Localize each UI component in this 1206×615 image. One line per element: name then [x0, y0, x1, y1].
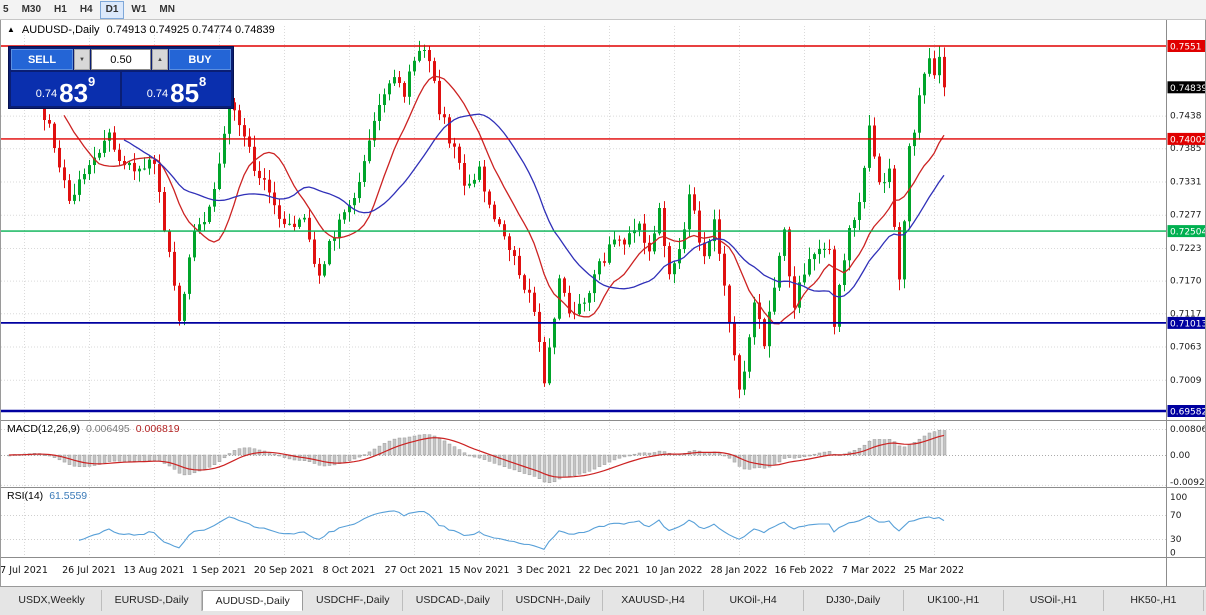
sell-button[interactable]: SELL — [11, 49, 73, 70]
chart-tab-hk50-h1[interactable]: HK50-,H1 — [1104, 590, 1204, 611]
trade-panel-prices: 0.74 83 9 0.74 85 8 — [11, 72, 231, 106]
rsi-line — [78, 510, 945, 550]
chart-symbol-period: AUDUSD-,Daily — [21, 24, 100, 36]
svg-text:0.72504: 0.72504 — [1170, 228, 1206, 238]
svg-text:7 Jul 2021: 7 Jul 2021 — [1, 565, 48, 576]
ma-slow-line — [123, 113, 945, 298]
timeframe-button-w1[interactable]: W1 — [125, 1, 152, 19]
sell-price-prefix: 0.74 — [35, 88, 58, 100]
chart-background — [1, 20, 1205, 586]
svg-text:8 Oct 2021: 8 Oct 2021 — [323, 565, 376, 576]
svg-text:7 Mar 2022: 7 Mar 2022 — [842, 565, 896, 576]
chart-tab-uk100-h1[interactable]: UK100-,H1 — [904, 590, 1004, 611]
svg-text:20 Sep 2021: 20 Sep 2021 — [254, 565, 314, 576]
date-axis-labels: 7 Jul 2021 26 Jul 2021 13 Aug 2021 1 Sep 20… — [1, 565, 964, 576]
chart-tabs-bar: USDX,Weekly EURUSD-,Daily AUDUSD-,Daily USD… — [0, 586, 1206, 615]
chart-tab-usdchf-daily[interactable]: USDCHF-,Daily — [303, 590, 404, 611]
svg-text:0.74839: 0.74839 — [1170, 84, 1206, 94]
rsi-value: 61.5559 — [49, 490, 88, 502]
buy-button[interactable]: BUY — [169, 49, 231, 70]
svg-text:0.7170: 0.7170 — [1170, 277, 1202, 287]
svg-text:0.71013: 0.71013 — [1170, 319, 1206, 329]
chart-title: ▲ AUDUSD-,Daily 0.74913 0.74925 0.74774 … — [7, 24, 275, 36]
chart-tab-usdcnh-daily[interactable]: USDCNH-,Daily — [503, 590, 604, 611]
chart-ohlc-values: 0.74913 0.74925 0.74774 0.74839 — [106, 24, 275, 36]
svg-text:0.7385: 0.7385 — [1170, 144, 1202, 154]
collapse-arrow-icon[interactable]: ▲ — [7, 25, 15, 34]
timeframe-button-d1[interactable]: D1 — [99, 0, 125, 19]
macd-name: MACD(12,26,9) — [7, 423, 80, 435]
svg-text:0.00806: 0.00806 — [1170, 425, 1206, 435]
timeframe-toolbar: 5 M30 H1 H4 D1 W1 MN — [0, 0, 1206, 20]
svg-text:0.74002: 0.74002 — [1170, 135, 1206, 145]
svg-text:0.7438: 0.7438 — [1170, 112, 1202, 122]
trade-panel-controls: SELL ▼ ▲ BUY — [11, 49, 231, 70]
svg-text:3 Dec 2021: 3 Dec 2021 — [517, 565, 572, 576]
svg-text:0.7331: 0.7331 — [1170, 177, 1202, 187]
price-axis-tags: 0.7551 0.74839 0.74002 0.72504 0.71013 0.6958… — [1167, 40, 1206, 418]
svg-text:28 Jan 2022: 28 Jan 2022 — [711, 565, 768, 576]
svg-text:1 Sep 2021: 1 Sep 2021 — [192, 565, 246, 576]
svg-text:0.7117: 0.7117 — [1170, 309, 1202, 319]
svg-text:26 Jul 2021: 26 Jul 2021 — [62, 565, 116, 576]
chart-tab-usdx-weekly[interactable]: USDX,Weekly — [2, 590, 103, 611]
buy-price-prefix: 0.74 — [146, 88, 169, 100]
sell-price-pip: 9 — [88, 74, 96, 89]
buy-price[interactable]: 0.74 85 8 — [122, 72, 231, 106]
chart-window: 0.7438 0.7385 0.7331 0.7277 0.7223 0.7170 0.71… — [0, 20, 1206, 586]
macd-indicator-label: MACD(12,26,9) 0.006495 0.006819 — [7, 423, 180, 435]
timeframe-button-h4[interactable]: H4 — [74, 1, 99, 19]
lot-increase-button[interactable]: ▲ — [152, 49, 168, 70]
svg-text:0.7063: 0.7063 — [1170, 343, 1202, 353]
chart-tab-eurusd-daily[interactable]: EURUSD-,Daily — [102, 590, 203, 611]
sell-price[interactable]: 0.74 83 9 — [11, 72, 120, 106]
macd-main-value: 0.006495 — [85, 423, 130, 435]
timeframe-button-h1[interactable]: H1 — [48, 1, 73, 19]
macd-signal-line — [8, 434, 945, 478]
svg-text:0.7009: 0.7009 — [1170, 376, 1202, 386]
chart-tab-xauusd-h4[interactable]: XAUUSD-,H4 — [603, 590, 704, 611]
svg-text:27 Oct 2021: 27 Oct 2021 — [385, 565, 444, 576]
svg-text:0.7277: 0.7277 — [1170, 211, 1202, 221]
candles — [8, 40, 946, 398]
lot-decrease-button[interactable]: ▼ — [74, 49, 90, 70]
sell-price-big: 83 — [59, 77, 89, 108]
chart-tab-dj30-daily[interactable]: DJ30-,Daily — [804, 590, 904, 611]
svg-text:0.7223: 0.7223 — [1170, 244, 1202, 254]
price-axis-labels: 0.7438 0.7385 0.7331 0.7277 0.7223 0.7170 0.71… — [1170, 112, 1206, 559]
timeframe-button-5[interactable]: 5 — [1, 1, 15, 19]
chart-tab-usdcad-daily[interactable]: USDCAD-,Daily — [403, 590, 504, 611]
svg-text:0.00: 0.00 — [1170, 451, 1190, 461]
timeframe-button-mn[interactable]: MN — [153, 1, 181, 19]
buy-price-big: 85 — [170, 77, 200, 108]
svg-text:15 Nov 2021: 15 Nov 2021 — [449, 565, 510, 576]
rsi-name: RSI(14) — [7, 490, 44, 502]
price-chart-canvas[interactable]: 0.7438 0.7385 0.7331 0.7277 0.7223 0.7170 0.71… — [1, 20, 1206, 586]
svg-text:70: 70 — [1170, 511, 1182, 521]
timeframe-button-m30[interactable]: M30 — [16, 1, 47, 19]
svg-text:25 Mar 2022: 25 Mar 2022 — [904, 565, 964, 576]
svg-text:0: 0 — [1170, 549, 1176, 559]
ma-fast-line — [63, 75, 945, 325]
svg-text:16 Feb 2022: 16 Feb 2022 — [774, 565, 833, 576]
svg-text:0.7551: 0.7551 — [1170, 43, 1202, 53]
svg-text:13 Aug 2021: 13 Aug 2021 — [124, 565, 185, 576]
svg-text:22 Dec 2021: 22 Dec 2021 — [579, 565, 640, 576]
chart-tab-ukoil-h4[interactable]: UKOil-,H4 — [704, 590, 804, 611]
svg-text:10 Jan 2022: 10 Jan 2022 — [646, 565, 703, 576]
svg-text:0.69582: 0.69582 — [1170, 408, 1206, 418]
buy-price-pip: 8 — [199, 74, 207, 89]
macd-signal-value: 0.006819 — [135, 423, 180, 435]
svg-text:-0.00928: -0.00928 — [1170, 478, 1206, 488]
lot-size-input[interactable] — [91, 49, 151, 70]
svg-text:100: 100 — [1170, 493, 1187, 503]
svg-text:30: 30 — [1170, 535, 1182, 545]
chart-tab-audusd-daily[interactable]: AUDUSD-,Daily — [202, 590, 304, 611]
pane-dividers — [1, 20, 1205, 586]
one-click-trade-panel: SELL ▼ ▲ BUY 0.74 83 9 0.74 85 8 — [8, 46, 234, 109]
rsi-indicator-label: RSI(14) 61.5559 — [7, 490, 87, 502]
chart-tab-usoil-h1[interactable]: USOil-,H1 — [1004, 590, 1104, 611]
